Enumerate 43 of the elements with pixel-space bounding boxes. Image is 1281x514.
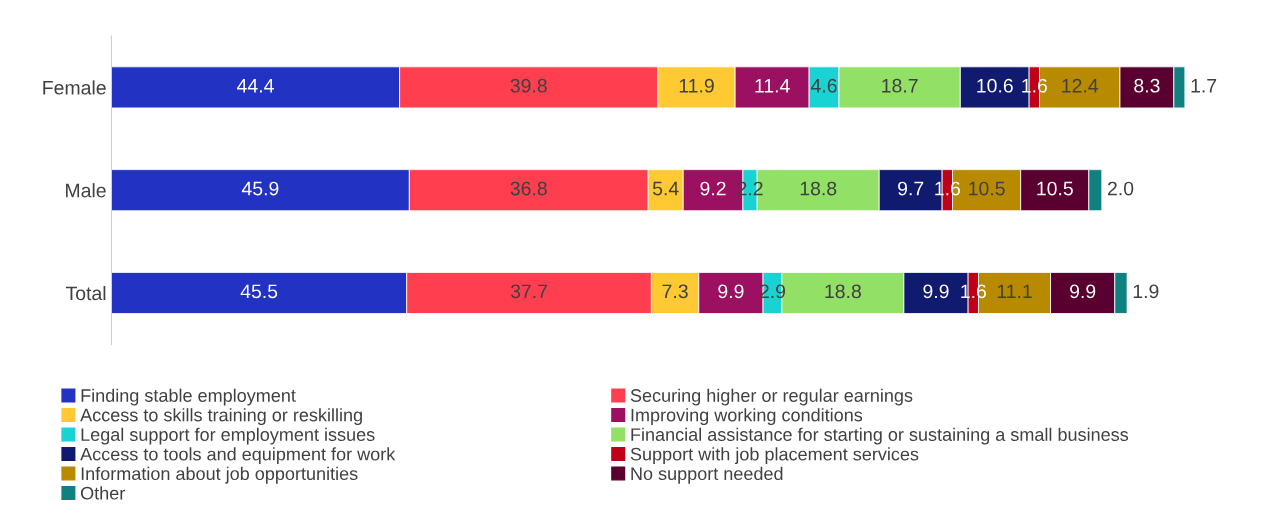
data-label: 7.3	[662, 284, 688, 299]
data-label: 9.9	[923, 284, 949, 299]
data-label: 2.2	[737, 181, 763, 196]
legend-label: Support with job placement services	[630, 447, 919, 465]
legend-label: Improving working conditions	[631, 408, 863, 426]
data-label: 1.7	[1191, 79, 1217, 93]
data-label: 11.4	[755, 79, 790, 93]
y-tick-label: Female	[43, 80, 106, 95]
data-label: 9.2	[700, 181, 726, 196]
data-label: 9.9	[718, 284, 744, 299]
data-label: 45.9	[241, 181, 279, 196]
legend-label: Access to skills training or reskilling	[80, 408, 362, 426]
data-label: 4.6	[810, 78, 837, 93]
data-label: 2.0	[1107, 181, 1134, 196]
data-label: 18.8	[800, 181, 837, 196]
legend-label: No support needed	[631, 466, 783, 484]
legend-label: Legal support for employment issues	[81, 427, 375, 445]
data-label: 10.6	[977, 78, 1013, 93]
data-label: 44.4	[237, 79, 274, 93]
y-tick-label: Male	[66, 183, 106, 198]
data-label: 1.9	[1133, 284, 1159, 299]
data-label: 12.4	[1062, 78, 1099, 93]
y-tick-label: Total	[65, 285, 106, 301]
data-label: 39.8	[510, 78, 547, 93]
legend-label: Finding stable employment	[81, 388, 296, 406]
data-label: 45.5	[240, 284, 278, 299]
data-label: 36.8	[510, 181, 547, 196]
legend-label: Information about job opportunities	[81, 466, 358, 484]
data-label: 10.5	[1037, 181, 1073, 196]
data-label: 18.7	[882, 78, 918, 93]
legend-label: Other	[80, 486, 125, 500]
legend-label: Securing higher or regular earnings	[630, 388, 913, 406]
data-label: 10.5	[969, 181, 1005, 196]
data-label: 9.7	[898, 181, 924, 196]
data-label: 11.1	[997, 284, 1032, 299]
data-label: 18.8	[825, 284, 861, 299]
data-label: 37.7	[510, 284, 548, 299]
data-label: 9.9	[1070, 284, 1096, 299]
legend-label: Financial assistance for starting or sustaining a small business	[631, 427, 1129, 445]
data-label: 5.4	[652, 181, 679, 196]
data-label: 8.3	[1134, 78, 1160, 93]
data-label: 11.9	[679, 78, 714, 93]
legend-label: Access to tools and equipment for work	[80, 447, 396, 465]
